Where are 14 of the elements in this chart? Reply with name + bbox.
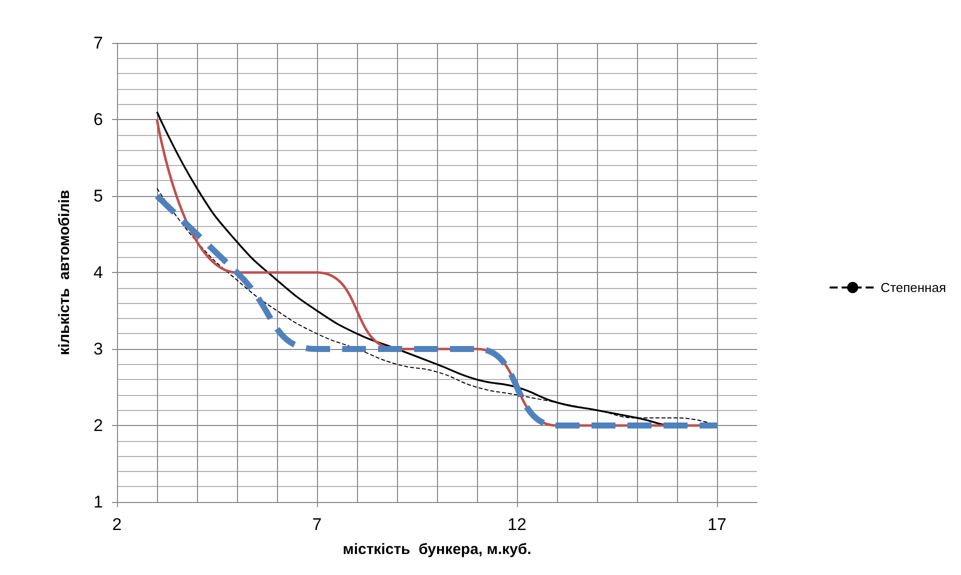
- x-axis-title: місткість бункера, м.куб.: [342, 541, 532, 558]
- x-tick-label: 17: [708, 515, 726, 534]
- x-tick-label: 7: [312, 515, 322, 534]
- y-tick-label: 2: [94, 416, 103, 435]
- y-tick-label: 1: [94, 492, 103, 512]
- y-tick-label: 5: [94, 186, 103, 206]
- y-tick-label: 3: [94, 340, 103, 358]
- x-tick-label: 12: [508, 515, 526, 534]
- y-axis-title: кількість автомобілів: [56, 190, 73, 356]
- legend-label: Степенная: [880, 280, 946, 295]
- x-tick-label: 2: [112, 515, 122, 534]
- y-tick-label: 6: [94, 110, 103, 129]
- y-tick-label: 7: [94, 34, 103, 52]
- y-tick-label: 4: [94, 263, 103, 282]
